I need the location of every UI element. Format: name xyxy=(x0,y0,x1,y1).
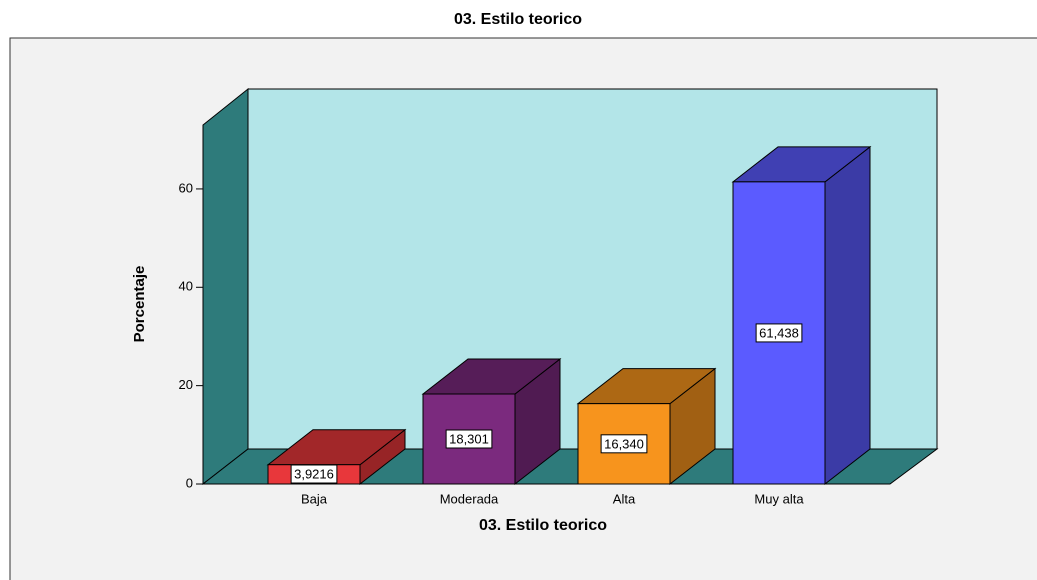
y-tick-label: 40 xyxy=(179,279,193,294)
x-tick-label: Alta xyxy=(613,491,636,506)
value-label-box xyxy=(755,323,803,343)
value-label: 61,438 xyxy=(759,325,799,340)
x-axis-title: 03. Estilo teorico xyxy=(479,517,607,534)
y-axis-title: Porcentaje xyxy=(131,266,148,343)
y-tick-label: 60 xyxy=(179,180,193,195)
chart-title: 03. Estilo teorico xyxy=(454,11,582,28)
value-label-box xyxy=(445,429,493,449)
value-label-box xyxy=(290,464,338,484)
x-tick-label: Baja xyxy=(301,491,328,506)
y-tick-label: 0 xyxy=(186,475,193,490)
value-label-box xyxy=(600,434,648,454)
bar xyxy=(577,403,671,485)
bar-side xyxy=(824,145,871,486)
value-label: 18,301 xyxy=(449,431,489,446)
value-label: 3,9216 xyxy=(294,466,334,481)
value-label: 16,340 xyxy=(604,436,644,451)
x-tick-label: Muy alta xyxy=(754,491,804,506)
x-tick-label: Moderada xyxy=(440,491,499,506)
y-tick-label: 20 xyxy=(179,377,193,392)
side-wall xyxy=(202,87,249,486)
